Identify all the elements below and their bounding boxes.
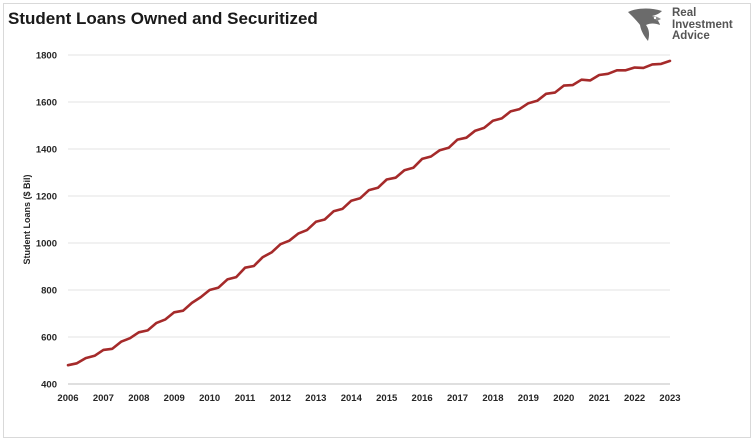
x-tick-label: 2017 [447, 393, 468, 404]
x-tick-label: 2012 [270, 393, 291, 404]
x-tick-label: 2006 [57, 393, 78, 404]
logo-text-line3: Advice [672, 30, 710, 42]
y-tick-label: 1800 [36, 51, 57, 62]
x-tick-label: 2010 [199, 393, 220, 404]
logo-text-line2: Investment [672, 18, 733, 31]
x-tick-label: 2013 [305, 393, 326, 404]
x-tick-label: 2018 [482, 393, 503, 404]
x-tick-label: 2023 [659, 393, 680, 404]
eagle-icon [628, 8, 662, 41]
x-tick-label: 2015 [376, 393, 398, 404]
y-tick-label: 400 [41, 380, 57, 391]
y-tick-label: 1200 [36, 192, 57, 203]
x-tick-label: 2009 [164, 393, 185, 404]
x-tick-label: 2014 [341, 393, 363, 404]
x-tick-label: 2021 [589, 393, 611, 404]
logo-text-line1: Real [672, 7, 697, 19]
y-tick-label: 800 [41, 286, 57, 297]
x-tick-label: 2007 [93, 393, 114, 404]
chart-frame [3, 3, 751, 438]
gridlines [68, 54, 670, 338]
x-tick-label: 2019 [518, 393, 539, 404]
x-tick-label: 2020 [553, 393, 574, 404]
y-tick-label: 1400 [36, 145, 57, 156]
x-tick-label: 2008 [128, 393, 149, 404]
x-tick-label: 2011 [235, 393, 256, 404]
series-line [66, 59, 672, 367]
x-tick-label: 2022 [624, 393, 645, 404]
y-axis-ticks: 400 600 800 1000 1200 1400 1600 1800 [36, 51, 57, 391]
x-tick-label: 2016 [412, 393, 433, 404]
x-axis-ticks: 2006 2007 2008 2009 2010 2011 2012 2013 2014 2015… [57, 393, 680, 404]
series-group [66, 59, 672, 367]
y-tick-label: 1600 [36, 98, 57, 109]
y-axis-label: Student Loans ($ Bil) [22, 174, 32, 264]
y-tick-label: 1000 [36, 239, 57, 250]
y-tick-label: 600 [41, 333, 57, 344]
chart-title: Student Loans Owned and Securitized [8, 9, 318, 28]
brand-logo: Real Investment Advice [626, 6, 746, 46]
